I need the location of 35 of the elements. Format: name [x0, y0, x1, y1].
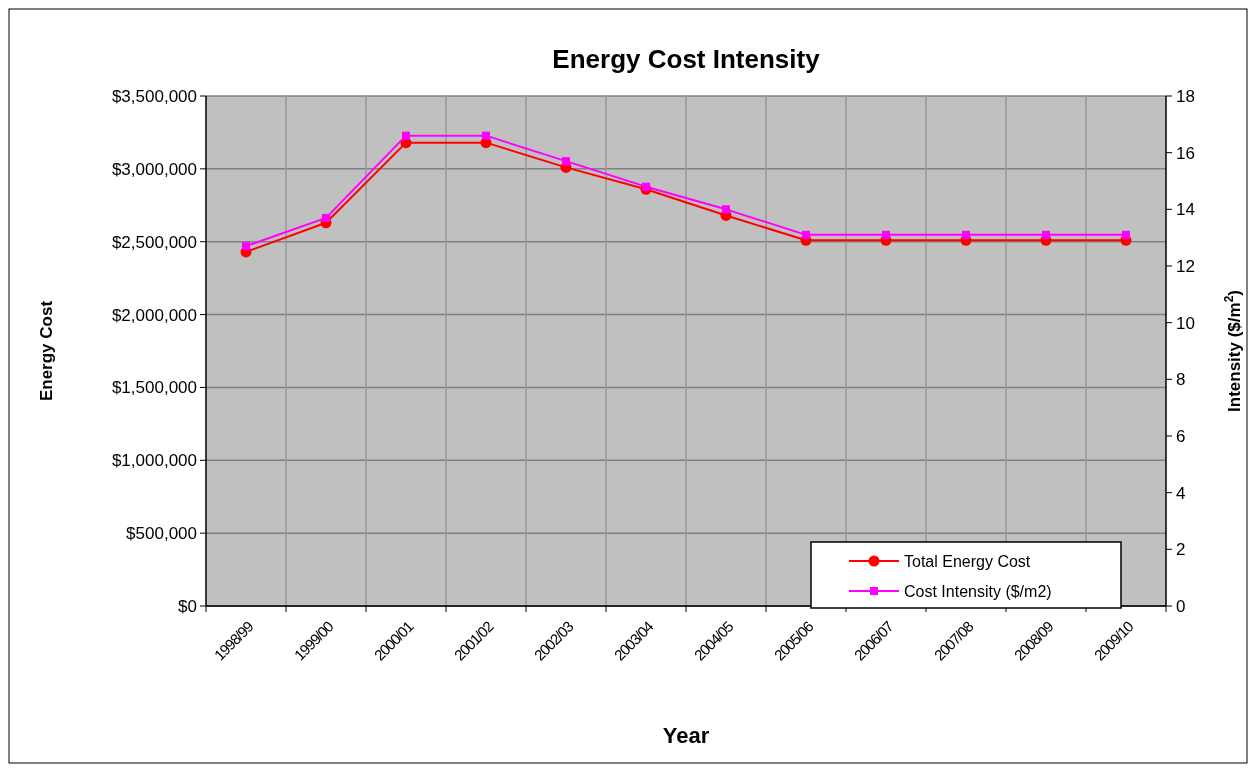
y2-tick-label: 16 [1176, 143, 1195, 163]
point [642, 182, 650, 191]
point [562, 157, 570, 166]
point [482, 131, 490, 140]
point [1042, 230, 1050, 239]
y2-tick-label: 18 [1176, 87, 1195, 106]
y-tick-label: $0 [178, 597, 197, 616]
y-axis-title: Energy Cost [37, 300, 56, 402]
point [242, 242, 250, 251]
y2-tick-label: 8 [1176, 370, 1186, 390]
point [402, 131, 410, 140]
y2-tick-label: 0 [1176, 597, 1186, 616]
y-tick-label: $1,000,000 [111, 451, 197, 471]
y-tick-label: $2,500,000 [111, 232, 197, 252]
y-tick-label: $500,000 [126, 524, 197, 544]
point [802, 230, 810, 239]
legend-label: Cost Intensity ($/m2) [904, 583, 1052, 600]
point [722, 205, 730, 214]
point [882, 230, 890, 239]
point [322, 213, 330, 222]
legend-label: Total Energy Cost [904, 553, 1031, 570]
point [1122, 230, 1130, 239]
y2-tick-label: 14 [1176, 200, 1195, 220]
chart-title: Energy Cost Intensity [552, 44, 821, 74]
y-tick-label: $1,500,000 [111, 378, 197, 398]
y2-tick-label: 2 [1176, 540, 1186, 560]
y2-tick-label: 4 [1176, 483, 1186, 503]
y-tick-label: $3,000,000 [111, 159, 197, 179]
x-axis-title: Year [662, 723, 710, 748]
y-tick-label: $3,500,000 [111, 87, 197, 106]
y2-tick-label: 12 [1176, 257, 1195, 276]
y2-tick-label: 10 [1176, 313, 1195, 333]
y2-tick-label: 6 [1176, 427, 1186, 446]
point [962, 230, 970, 239]
y-tick-label: $2,000,000 [111, 305, 197, 325]
